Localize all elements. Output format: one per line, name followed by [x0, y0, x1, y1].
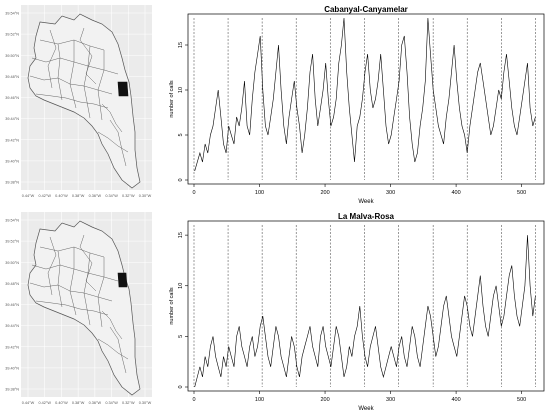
latitude-tick-label: 39.54°N [5, 219, 19, 223]
highlighted-district [117, 81, 129, 97]
latitude-tick-label: 39.44°N [5, 117, 19, 121]
x-tick-label: 300 [386, 397, 395, 403]
longitude-tick-label: 0.44°W [22, 401, 35, 405]
y-axis-label: number of calls [169, 287, 175, 325]
x-tick-label: 300 [386, 190, 395, 196]
district-border [97, 338, 129, 360]
chart-title: La Malva-Rosa [338, 212, 395, 221]
latitude-tick-label: 39.52°N [5, 240, 19, 244]
x-tick-label: 0 [192, 397, 195, 403]
longitude-tick-label: 0.32°W [122, 401, 135, 405]
latitude-tick-label: 39.48°N [5, 75, 19, 79]
latitude-tick-label: 39.40°N [5, 366, 19, 370]
latitude-tick-label: 39.46°N [5, 303, 19, 307]
district-border [79, 234, 97, 292]
longitude-tick-label: 0.32°W [122, 194, 135, 198]
longitude-tick-label: 0.30°W [139, 194, 152, 198]
x-tick-label: 400 [452, 397, 461, 403]
district-border [47, 236, 57, 296]
district-border [101, 310, 123, 340]
longitude-tick-label: 0.38°W [72, 194, 85, 198]
district-border [109, 326, 127, 374]
district-border [83, 252, 91, 326]
district-map-malva-rosa: 39.54°N 39.52°N 39.50°N 39.48°N 39.46°N 39.44… [5, 212, 152, 405]
district-border [79, 27, 97, 85]
x-tick-label: 500 [517, 190, 526, 196]
latitude-tick-label: 39.38°N [5, 388, 19, 392]
plot-frame [187, 220, 545, 392]
district-border [35, 300, 109, 316]
latitude-tick-label: 39.50°N [5, 54, 19, 58]
district-border [97, 50, 105, 121]
y-tick-label: 0 [178, 178, 184, 181]
x-axis-label: Week [358, 199, 374, 205]
latitude-tick-label: 39.46°N [5, 96, 19, 100]
calls-line-chart-cabanyal: Cabanyal-Canyamelar 0 100 200 300 400 500 Week 0… [169, 5, 545, 205]
district-border [57, 250, 63, 308]
district-border [47, 29, 57, 89]
latitude-tick-label: 39.50°N [5, 261, 19, 265]
y-tick-label: 5 [178, 133, 184, 136]
calls-series-line [194, 17, 536, 172]
y-tick-label: 0 [178, 385, 184, 388]
district-border [69, 40, 77, 109]
longitude-tick-label: 0.42°W [38, 194, 51, 198]
y-tick-label: 15 [178, 42, 184, 48]
y-tick-label: 10 [178, 283, 184, 289]
city-outline [27, 13, 141, 189]
district-border [57, 43, 63, 101]
y-tick-label: 5 [178, 335, 184, 338]
longitude-tick-label: 0.34°W [105, 401, 118, 405]
latitude-tick-label: 39.52°N [5, 33, 19, 37]
city-outline [27, 220, 141, 396]
longitude-tick-label: 0.40°W [55, 194, 68, 198]
longitude-tick-label: 0.38°W [72, 401, 85, 405]
longitude-tick-label: 0.36°W [89, 194, 102, 198]
longitude-tick-label: 0.34°W [105, 194, 118, 198]
district-border [97, 131, 129, 153]
y-axis-label: number of calls [169, 80, 175, 118]
latitude-tick-label: 39.54°N [5, 12, 19, 16]
x-tick-label: 100 [255, 190, 264, 196]
chart-panel-malva-rosa: La Malva-Rosa 0 100 200 300 400 500 Week 0 5 10 15 n… [158, 207, 550, 414]
calls-line-chart-malva-rosa: La Malva-Rosa 0 100 200 300 400 500 Week 0 5 10 15 n… [169, 212, 545, 412]
x-tick-label: 0 [192, 190, 195, 196]
chart-panel-cabanyal: Cabanyal-Canyamelar 0 100 200 300 400 500 Week 0… [158, 0, 550, 207]
plot-frame [187, 13, 545, 185]
latitude-tick-label: 39.42°N [5, 345, 19, 349]
latitude-tick-label: 39.48°N [5, 282, 19, 286]
x-tick-label: 100 [255, 397, 264, 403]
latitude-tick-label: 39.38°N [5, 181, 19, 185]
x-tick-label: 200 [320, 190, 329, 196]
longitude-tick-label: 0.42°W [38, 401, 51, 405]
chart-title: Cabanyal-Canyamelar [324, 5, 408, 14]
district-border [69, 247, 77, 316]
latitude-tick-label: 39.42°N [5, 138, 19, 142]
x-tick-label: 400 [452, 190, 461, 196]
longitude-tick-label: 0.36°W [89, 401, 102, 405]
highlighted-district [117, 272, 128, 288]
x-tick-label: 500 [517, 397, 526, 403]
latitude-tick-label: 39.44°N [5, 324, 19, 328]
y-tick-label: 10 [178, 87, 184, 93]
district-border [83, 45, 91, 119]
y-tick-label: 15 [178, 232, 184, 238]
district-border [35, 93, 109, 109]
x-tick-label: 200 [320, 397, 329, 403]
map-panel-cabanyal: 39.54°N 39.52°N 39.50°N 39.48°N 39.46°N 39.44… [0, 0, 155, 205]
district-map-cabanyal: 39.54°N 39.52°N 39.50°N 39.48°N 39.46°N 39.44… [5, 5, 152, 198]
map-panel-malva-rosa: 39.54°N 39.52°N 39.50°N 39.48°N 39.46°N 39.44… [0, 207, 155, 412]
x-axis-label: Week [358, 406, 374, 412]
longitude-tick-label: 0.44°W [22, 194, 35, 198]
district-border [97, 257, 105, 328]
district-border [109, 119, 127, 167]
longitude-tick-label: 0.40°W [55, 401, 68, 405]
calls-series-line [194, 235, 536, 388]
latitude-tick-label: 39.40°N [5, 159, 19, 163]
longitude-tick-label: 0.30°W [139, 401, 152, 405]
district-border [101, 103, 123, 133]
